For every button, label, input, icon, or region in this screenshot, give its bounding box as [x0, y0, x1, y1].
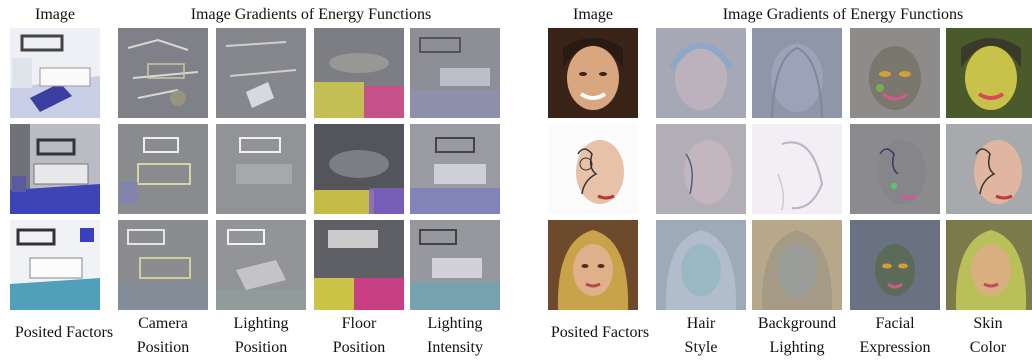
- lighting-position-gradient-1: [216, 28, 306, 118]
- right-image-header: Image: [573, 6, 613, 23]
- left-image-header: Image: [35, 6, 75, 23]
- lighting-intensity-gradient-1: [410, 28, 500, 118]
- lighting-position-gradient-3: [216, 220, 306, 310]
- hair-style-gradient-3: [656, 220, 746, 310]
- facial-expression-gradient-3: [850, 220, 940, 310]
- facial-expression-gradient-1: [850, 28, 940, 118]
- right-row-label: Posited Factors: [550, 324, 650, 341]
- left-factor-1: Camera Position: [136, 315, 190, 356]
- left-row-label: Posited Factors: [14, 324, 114, 341]
- floor-position-gradient-3: [314, 220, 404, 310]
- right-factor-1: Hair Style: [684, 315, 718, 356]
- lighting-intensity-gradient-3: [410, 220, 500, 310]
- right-factor-4: Skin Color: [969, 315, 1007, 356]
- camera-position-gradient-2: [118, 124, 208, 214]
- lighting-position-gradient-2: [216, 124, 306, 214]
- room-image-2: [10, 124, 100, 214]
- skin-color-gradient-1: [946, 28, 1032, 118]
- hair-style-gradient-2: [656, 124, 746, 214]
- camera-position-gradient-3: [118, 220, 208, 310]
- camera-position-gradient-1: [118, 28, 208, 118]
- right-factor-3: Facial Expression: [859, 315, 931, 356]
- background-lighting-gradient-3: [752, 220, 842, 310]
- hair-style-gradient-1: [656, 28, 746, 118]
- left-factor-3: Floor Position: [332, 315, 386, 356]
- face-image-1: [548, 28, 638, 118]
- left-factor-4: Lighting Intensity: [427, 315, 483, 356]
- room-image-3: [10, 220, 100, 310]
- skin-color-gradient-2: [946, 124, 1032, 214]
- background-lighting-gradient-1: [752, 28, 842, 118]
- lighting-intensity-gradient-2: [410, 124, 500, 214]
- left-gradients-header: Image Gradients of Energy Functions: [190, 6, 432, 23]
- facial-expression-gradient-2: [850, 124, 940, 214]
- room-image-1: [10, 28, 100, 118]
- floor-position-gradient-2: [314, 124, 404, 214]
- face-image-2: [548, 124, 638, 214]
- background-lighting-gradient-2: [752, 124, 842, 214]
- right-gradients-header: Image Gradients of Energy Functions: [722, 6, 964, 23]
- left-factor-2: Lighting Position: [233, 315, 289, 356]
- face-image-3: [548, 220, 638, 310]
- floor-position-gradient-1: [314, 28, 404, 118]
- right-factor-2: Background Lighting: [757, 315, 837, 356]
- skin-color-gradient-3: [946, 220, 1032, 310]
